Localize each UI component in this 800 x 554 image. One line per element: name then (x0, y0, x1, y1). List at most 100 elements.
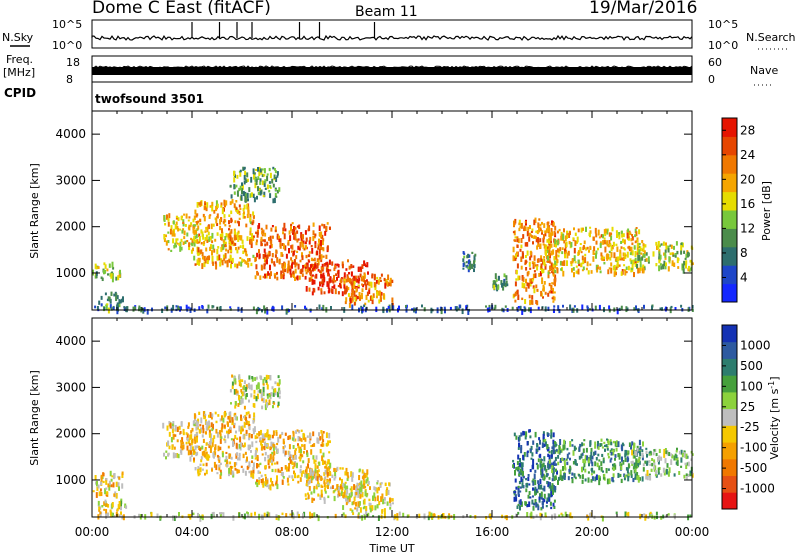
data-cell (365, 294, 368, 300)
data-cell (268, 190, 271, 193)
freq-band (92, 67, 692, 75)
data-cell (376, 495, 379, 502)
data-cell (221, 415, 223, 421)
data-cell (405, 305, 407, 308)
data-cell (297, 445, 300, 449)
data-cell (194, 451, 196, 455)
data-cell (230, 438, 233, 441)
data-cell (532, 463, 535, 470)
data-cell (629, 258, 632, 262)
data-cell (100, 276, 103, 280)
data-cell (473, 255, 476, 261)
data-cell (238, 395, 240, 400)
data-cell (246, 172, 249, 178)
data-cell (576, 241, 578, 244)
data-cell (239, 172, 242, 177)
data-cell (525, 501, 528, 507)
data-cell (113, 293, 116, 297)
data-cell (642, 247, 645, 253)
data-cell (357, 492, 360, 498)
data-cell (288, 230, 291, 235)
data-cell (588, 250, 590, 253)
data-cell (314, 275, 317, 279)
data-cell (383, 513, 386, 519)
data-cell (608, 250, 611, 254)
colorbar-swatch (722, 136, 737, 156)
data-cell (195, 234, 198, 239)
data-cell (281, 479, 284, 485)
data-cell (189, 434, 192, 440)
data-cell (528, 429, 531, 433)
power-colorbar-label: Power [dB] (760, 181, 773, 241)
data-cell (586, 261, 589, 267)
data-cell (596, 463, 599, 468)
data-cell (244, 196, 247, 203)
data-cell (248, 437, 251, 441)
data-cell (313, 487, 316, 494)
data-cell (203, 452, 206, 458)
data-cell (305, 237, 308, 242)
data-cell (377, 486, 380, 491)
data-cell (320, 489, 323, 496)
data-cell (563, 444, 566, 450)
data-cell (112, 266, 115, 270)
data-cell (256, 463, 258, 469)
data-cell (514, 291, 517, 297)
data-cell (317, 469, 320, 473)
data-cell (612, 440, 615, 444)
data-cell (253, 412, 256, 418)
data-cell (516, 238, 519, 243)
data-cell (256, 436, 259, 439)
data-cell (204, 237, 207, 240)
noise-trace-line (91, 34, 693, 41)
data-cell (603, 262, 606, 265)
data-cell (189, 456, 192, 462)
data-cell (335, 468, 338, 473)
data-cell (253, 403, 256, 408)
colorbar-frame (721, 324, 738, 510)
data-cell (590, 459, 593, 464)
data-cell (219, 219, 222, 225)
data-cell (369, 296, 372, 301)
data-cell (626, 513, 629, 516)
data-cell (249, 193, 252, 198)
data-cell (323, 472, 326, 476)
data-cell (587, 458, 590, 464)
data-cell (187, 219, 190, 222)
data-cell (219, 474, 222, 479)
data-cell (204, 448, 207, 452)
data-cell (320, 444, 323, 447)
data-cell (312, 455, 315, 460)
data-cell (512, 255, 515, 262)
data-cell (607, 456, 610, 459)
data-patch-3 (192, 199, 257, 270)
data-cell (166, 214, 168, 220)
data-cell (473, 260, 475, 265)
data-cell (242, 434, 245, 439)
data-cell (327, 273, 330, 277)
data-cell (612, 463, 614, 467)
data-cell (282, 438, 285, 444)
data-cell (554, 513, 557, 520)
data-cell (294, 264, 297, 268)
data-cell (586, 305, 589, 309)
data-cell (310, 257, 313, 262)
data-cell (215, 464, 218, 471)
data-cell (262, 254, 265, 259)
data-cell (289, 435, 292, 440)
data-cell (177, 217, 180, 222)
data-cell (202, 463, 205, 467)
data-cell (538, 273, 541, 277)
data-cell (600, 461, 603, 466)
data-cell (322, 238, 325, 242)
data-cell (552, 502, 555, 507)
y-tick-label: 3000 (55, 173, 86, 187)
data-cell (539, 515, 542, 521)
data-cell (423, 513, 426, 520)
data-cell (546, 255, 549, 261)
data-cell (306, 452, 309, 458)
data-cell (580, 251, 583, 254)
data-cell (367, 299, 370, 303)
data-cell (272, 392, 275, 397)
data-cell (552, 444, 555, 450)
